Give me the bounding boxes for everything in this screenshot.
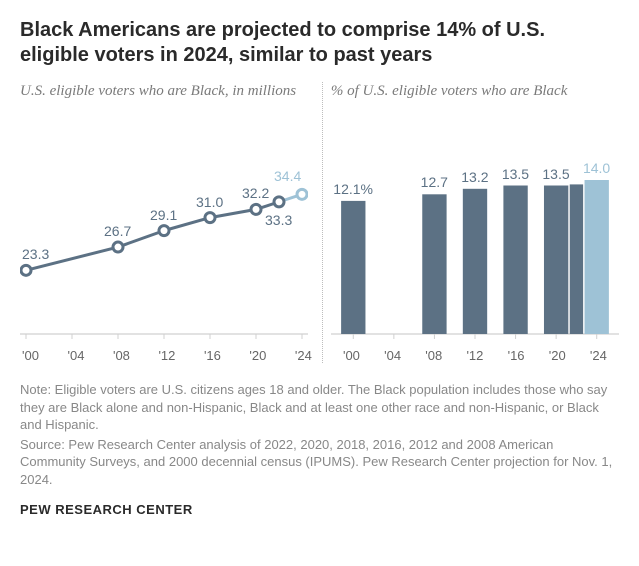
xtick-label: '12	[158, 348, 175, 363]
xtick-label: '16	[204, 348, 221, 363]
bar-label: 14.0	[583, 160, 610, 176]
xtick-label: '24	[295, 348, 312, 363]
xtick-label: '20	[249, 348, 266, 363]
line-chart: 23.3 26.7 29.1 31.0 32.2 33.3 34.4	[20, 132, 314, 342]
bar-label: 13.2	[461, 169, 488, 185]
xtick-label: '08	[113, 348, 130, 363]
bar-label: 12.7	[421, 174, 448, 190]
line-point-label: 31.0	[196, 194, 223, 210]
xtick-label: '12	[454, 348, 495, 363]
line-point-label: 33.3	[265, 212, 292, 228]
bar-xaxis: '00'04'08'12'16'20'24	[331, 342, 619, 363]
line-point-label: 26.7	[104, 223, 131, 239]
xtick-label: '08	[413, 348, 454, 363]
bar-label: 13.5	[542, 166, 569, 182]
left-subtitle: U.S. eligible voters who are Black, in m…	[20, 82, 314, 124]
bar-label: 12.1%	[333, 181, 373, 197]
xtick-label: '04	[67, 348, 84, 363]
bar-label: 13.5	[502, 166, 529, 182]
line-point-label: 34.4	[274, 168, 301, 184]
xtick-label: '24	[578, 348, 619, 363]
brand: PEW RESEARCH CENTER	[20, 502, 619, 517]
line-point-label: 32.2	[242, 185, 269, 201]
xtick-label: '16	[496, 348, 537, 363]
line-xaxis: '00 '04 '08 '12 '16 '20 '24	[20, 342, 314, 363]
xtick-label: '00	[331, 348, 372, 363]
line-point-label: 29.1	[150, 207, 177, 223]
chart-title: Black Americans are projected to compris…	[20, 18, 619, 68]
panel-divider	[322, 82, 323, 363]
xtick-label: '04	[372, 348, 413, 363]
xtick-label: '20	[537, 348, 578, 363]
charts-row: U.S. eligible voters who are Black, in m…	[20, 82, 619, 363]
footnote: Note: Eligible voters are U.S. citizens …	[20, 381, 619, 434]
right-panel: % of U.S. eligible voters who are Black …	[331, 82, 619, 363]
source-text: Source: Pew Research Center analysis of …	[20, 436, 619, 489]
xtick-label: '00	[22, 348, 39, 363]
left-panel: U.S. eligible voters who are Black, in m…	[20, 82, 314, 363]
bar-chart: 12.1% 12.7 13.2 13.5 13.5 14.0	[331, 132, 619, 342]
line-point-label: 23.3	[22, 246, 49, 262]
right-subtitle: % of U.S. eligible voters who are Black	[331, 82, 619, 124]
